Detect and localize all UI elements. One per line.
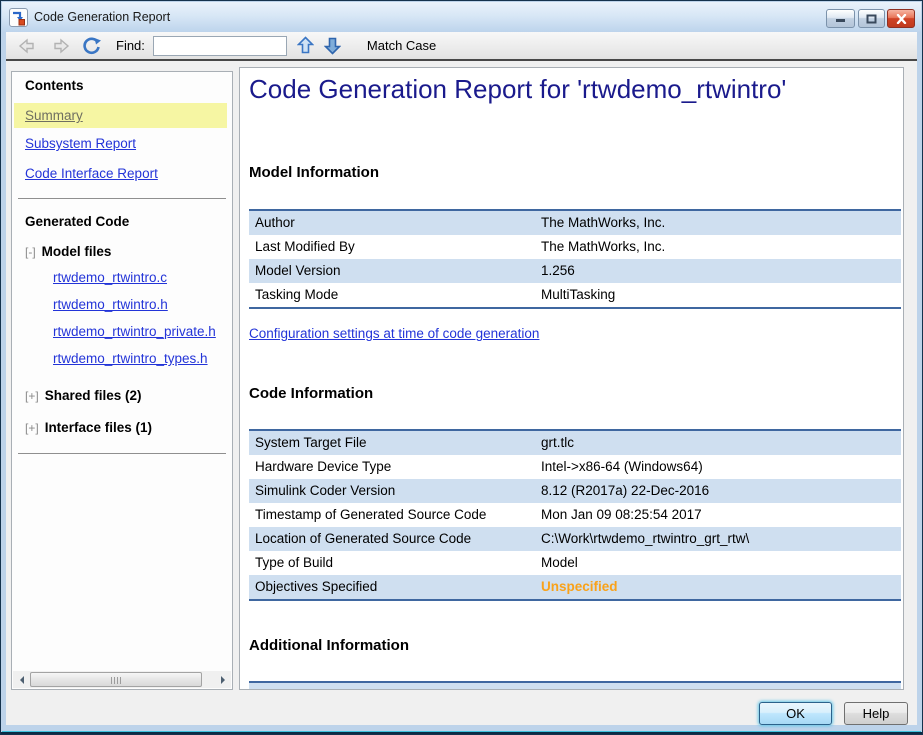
table-row: Type of Build Model [255,555,578,570]
file-link[interactable]: rtwdemo_rtwintro.c [53,270,168,285]
file-link[interactable]: rtwdemo_rtwintro.h [53,297,168,312]
window-bottom-edge [1,732,922,734]
sidebar-divider [18,453,226,454]
sidebar-item-code-interface-report[interactable]: Code Interface Report [25,166,158,181]
forward-icon[interactable] [48,37,70,54]
thumb-grip [111,677,121,684]
title-bar[interactable]: Code Generation Report [2,2,921,32]
file-link[interactable]: rtwdemo_rtwintro_private.h [53,324,216,339]
help-button[interactable]: Help [844,702,908,725]
sidebar-item-summary[interactable]: Summary [14,103,227,128]
maximize-icon [866,14,877,23]
find-previous-icon[interactable] [296,36,314,55]
objectives-unspecified-value: Unspecified [541,579,618,594]
sidebar-divider [18,198,226,199]
maximize-button[interactable] [858,9,885,28]
table-row: Last Modified By The MathWorks, Inc. [255,239,666,254]
tree-group-interface-files[interactable]: [+] Interface files (1) [25,420,152,435]
model-information-heading: Model Information [249,164,379,181]
back-icon[interactable] [18,37,40,54]
refresh-icon[interactable] [82,37,102,55]
code-information-table: System Target File grt.tlc Hardware Devi… [249,429,901,601]
table-row: Timestamp of Generated Source Code Mon J… [255,507,702,522]
report-panel: Code Generation Report for 'rtwdemo_rtwi… [239,67,904,690]
scroll-right-button[interactable] [214,671,231,688]
match-case-toggle[interactable]: Match Case [366,38,437,53]
table-row: Simulink Coder Version 8.12 (R2017a) 22-… [249,479,901,503]
tree-group-shared-files[interactable]: [+] Shared files (2) [25,388,142,403]
sidebar-item-subsystem-report[interactable]: Subsystem Report [25,136,137,151]
file-link[interactable]: rtwdemo_rtwintro_types.h [53,351,208,366]
close-icon [896,13,906,24]
configuration-settings-link[interactable]: Configuration settings at time of code g… [249,326,540,341]
minimize-button[interactable] [826,9,855,28]
collapse-icon[interactable]: [-] [25,245,36,259]
page-title: Code Generation Report for 'rtwdemo_rtwi… [249,74,787,104]
additional-information-table: Code Generation Advisor Not run [249,681,901,689]
generated-code-heading: Generated Code [25,214,130,229]
find-input[interactable] [152,35,287,56]
table-row: Code Generation Advisor Not run [249,683,901,689]
table-row: Tasking Mode MultiTasking [255,287,616,302]
find-label: Find: [116,38,145,53]
table-row: Location of Generated Source Code C:\Wor… [249,527,901,551]
simulink-report-icon [9,7,28,27]
ok-button[interactable]: OK [759,702,832,725]
additional-information-heading: Additional Information [249,637,409,654]
window-body: Find: Match Case Contents Summary Subsys… [6,32,917,725]
toolbar: Find: Match Case [6,32,917,61]
window-title: Code Generation Report [34,10,171,24]
contents-sidebar: Contents Summary Subsystem Report Code I… [11,71,233,690]
model-information-table: Author The MathWorks, Inc. Last Modified… [249,209,901,309]
scroll-left-button[interactable] [13,671,30,688]
tree-group-model-files[interactable]: [-] Model files [25,244,112,259]
expand-icon[interactable]: [+] [25,421,39,435]
table-row: Author The MathWorks, Inc. [249,211,901,235]
expand-icon[interactable]: [+] [25,389,39,403]
scrollbar-thumb[interactable] [30,672,202,687]
table-row: System Target File grt.tlc [249,431,901,455]
minimize-icon [836,19,845,22]
close-button[interactable] [887,9,915,28]
scroll-left-icon [19,675,24,684]
summary-link[interactable]: Summary [25,108,83,123]
table-row: Hardware Device Type Intel->x86-64 (Wind… [255,459,703,474]
table-row: Objectives Specified Unspecified [249,575,901,599]
find-next-icon[interactable] [323,36,341,55]
contents-heading: Contents [25,78,84,93]
code-information-heading: Code Information [249,385,374,402]
table-row: Model Version 1.256 [249,259,901,283]
horizontal-scrollbar[interactable] [13,671,231,688]
scroll-right-icon [220,675,225,684]
